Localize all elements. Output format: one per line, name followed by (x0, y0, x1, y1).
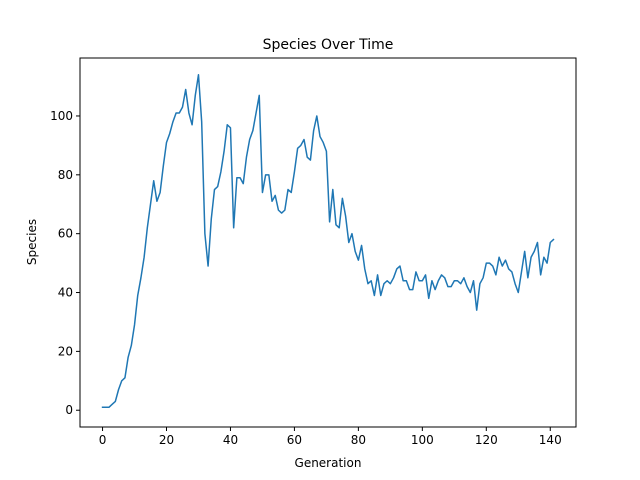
plot-area (101, 74, 555, 409)
x-axis-label: Generation (295, 456, 362, 470)
x-tick-label: 20 (159, 433, 174, 447)
x-tick-label: 140 (539, 433, 562, 447)
chart-title: Species Over Time (263, 37, 394, 53)
axes-frame (79, 57, 577, 428)
y-tick-label: 80 (58, 168, 73, 182)
y-tick-label: 40 (58, 286, 73, 300)
x-tick-label: 80 (351, 433, 366, 447)
x-tick-label: 100 (411, 433, 434, 447)
x-tick-label: 40 (223, 433, 238, 447)
y-tick-label: 60 (58, 227, 73, 241)
y-axis-label: Species (25, 219, 39, 265)
y-tick-label: 100 (50, 109, 73, 123)
y-tick-label: 0 (65, 403, 73, 417)
x-tick-label: 0 (99, 433, 107, 447)
x-axis-ticks: 0 20 40 60 80 100 120 140 (99, 427, 562, 447)
series-line (101, 74, 555, 409)
y-axis-ticks: 0 20 40 60 80 100 (50, 109, 80, 417)
y-tick-label: 20 (58, 344, 73, 358)
x-tick-label: 120 (475, 433, 498, 447)
x-tick-label: 60 (287, 433, 302, 447)
